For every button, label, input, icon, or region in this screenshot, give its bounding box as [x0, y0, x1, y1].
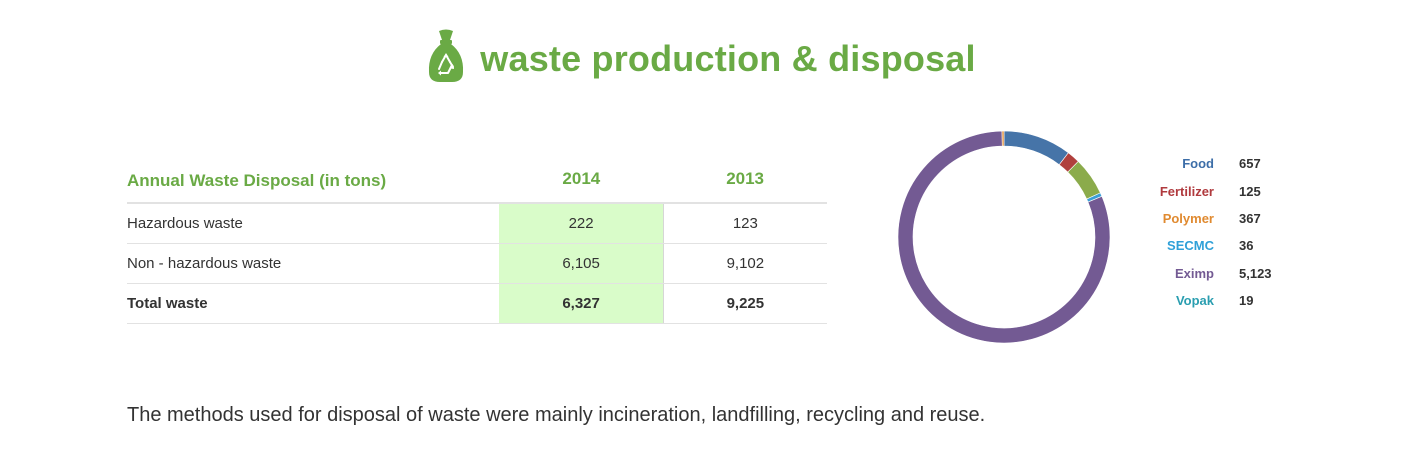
legend-label: Food — [1182, 156, 1214, 172]
footer-note: The methods used for disposal of waste w… — [127, 404, 986, 426]
chart-legend: Food 657 Fertilizer 125 Polymer 367 SECMC 36 Exi… — [1120, 150, 1290, 314]
row-label: Total waste — [127, 283, 500, 324]
donut-chart — [897, 130, 1111, 344]
legend-value: 125 — [1239, 183, 1261, 199]
cell-2014: 6,105 — [499, 243, 664, 284]
legend-item-vopak: Vopak 19 — [1120, 287, 1290, 314]
legend-label: Vopak — [1175, 293, 1214, 309]
table-header-row: Annual Waste Disposal (in tons) 2014 201… — [127, 156, 827, 204]
recycle-bag-icon — [429, 29, 464, 82]
page-header: waste production & disposal — [0, 28, 1402, 84]
legend-item-eximp: Eximp 5,123 — [1120, 260, 1290, 287]
table-row-total: Total waste 6,327 9,225 — [127, 283, 827, 324]
legend-label: Polymer — [1162, 210, 1214, 226]
cell-2013: 9,102 — [663, 243, 827, 284]
legend-label: Fertilizer — [1159, 183, 1214, 199]
row-label: Non - hazardous waste — [127, 243, 500, 284]
donut-slice-eximp — [897, 130, 1111, 344]
table-row: Hazardous waste 222 123 — [127, 203, 827, 244]
cell-2014: 222 — [499, 203, 664, 244]
table-header-label: Annual Waste Disposal (in tons) — [127, 156, 500, 204]
waste-disposal-table: Annual Waste Disposal (in tons) 2014 201… — [127, 156, 827, 324]
legend-label: SECMC — [1167, 238, 1214, 254]
legend-value: 19 — [1239, 293, 1254, 309]
legend-item-food: Food 657 — [1120, 150, 1290, 177]
donut-slice-vopak — [1001, 130, 1005, 147]
table-header-2014: 2014 — [499, 156, 664, 204]
cell-2013: 9,225 — [663, 283, 827, 324]
cell-2014: 6,327 — [499, 283, 664, 324]
donut-slice-food — [1003, 130, 1069, 166]
legend-value: 5,123 — [1239, 265, 1272, 281]
legend-value: 657 — [1239, 156, 1261, 172]
legend-value: 36 — [1239, 238, 1254, 254]
legend-item-secmc: SECMC 36 — [1120, 232, 1290, 259]
table-header-2013: 2013 — [663, 156, 827, 204]
page-title: waste production & disposal — [480, 38, 976, 79]
row-label: Hazardous waste — [127, 203, 500, 244]
legend-item-fertilizer: Fertilizer 125 — [1120, 177, 1290, 204]
donut-slice-polymer — [1067, 160, 1101, 200]
cell-2013: 123 — [663, 203, 827, 244]
table-row: Non - hazardous waste 6,105 9,102 — [127, 243, 827, 284]
legend-item-polymer: Polymer 367 — [1120, 205, 1290, 232]
legend-value: 367 — [1239, 210, 1261, 226]
legend-label: Eximp — [1174, 265, 1214, 281]
